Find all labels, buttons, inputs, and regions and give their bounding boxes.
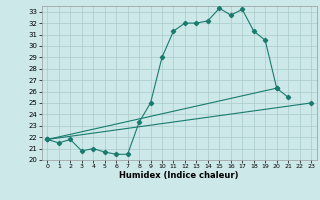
X-axis label: Humidex (Indice chaleur): Humidex (Indice chaleur) [119,171,239,180]
